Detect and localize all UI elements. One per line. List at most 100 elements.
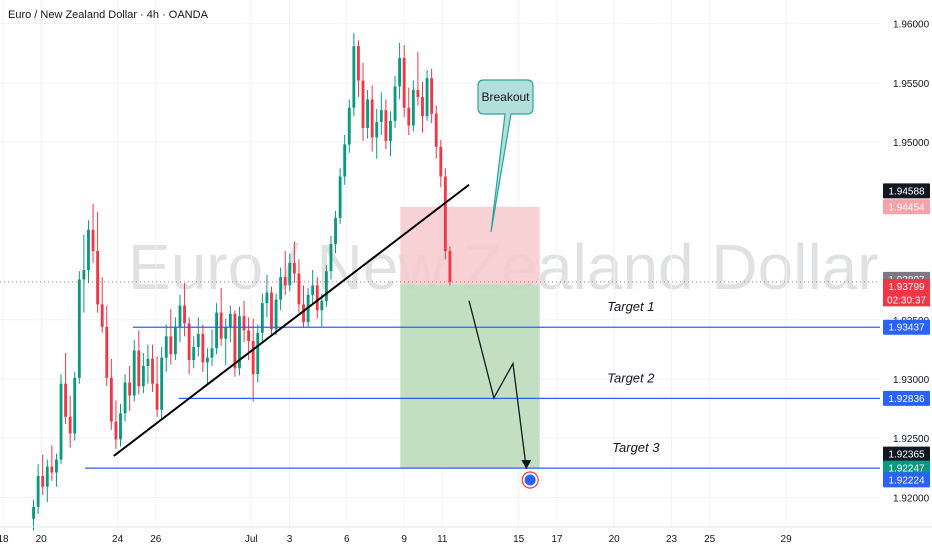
- candle-body[interactable]: [64, 383, 68, 417]
- candle-body[interactable]: [311, 285, 315, 295]
- candle-body[interactable]: [164, 336, 168, 358]
- take-profit-zone[interactable]: [400, 284, 540, 469]
- candle-body[interactable]: [439, 146, 443, 177]
- candle-body[interactable]: [238, 316, 241, 369]
- candle-body[interactable]: [215, 312, 219, 349]
- candle-body[interactable]: [187, 323, 191, 361]
- support-trendline[interactable]: [113, 183, 470, 457]
- candle-body[interactable]: [87, 229, 90, 271]
- candle-body[interactable]: [279, 277, 283, 300]
- candle-body[interactable]: [402, 58, 406, 108]
- candle-body[interactable]: [292, 262, 296, 274]
- candle-body[interactable]: [407, 107, 411, 126]
- candle-body[interactable]: [169, 336, 173, 355]
- candle-body[interactable]: [430, 78, 434, 114]
- candle-body[interactable]: [283, 277, 287, 286]
- candle-body[interactable]: [297, 273, 301, 305]
- stop-loss-zone[interactable]: [400, 206, 540, 285]
- candle-body[interactable]: [41, 476, 45, 487]
- candle-body[interactable]: [411, 90, 415, 126]
- candle-body[interactable]: [421, 97, 424, 117]
- candle-body[interactable]: [201, 333, 205, 363]
- symbol-title: Euro / New Zealand Dollar · 4h · OANDA: [8, 9, 208, 21]
- candle-body[interactable]: [416, 90, 420, 98]
- candle-body[interactable]: [434, 113, 438, 147]
- candle-body[interactable]: [183, 305, 186, 324]
- projection-path[interactable]: [468, 300, 527, 470]
- candle-body[interactable]: [375, 121, 379, 138]
- breakout-callout[interactable]: [477, 79, 534, 233]
- candle-body[interactable]: [338, 176, 342, 218]
- candle-body[interactable]: [233, 313, 237, 369]
- candle-body[interactable]: [109, 377, 113, 422]
- candle-body[interactable]: [315, 285, 319, 311]
- price-badge-label: 1.94454: [888, 202, 925, 213]
- candle-body[interactable]: [389, 120, 392, 141]
- candle-body[interactable]: [45, 466, 49, 487]
- candle-body[interactable]: [59, 383, 63, 460]
- candle-body[interactable]: [251, 341, 255, 375]
- candle-body[interactable]: [329, 243, 333, 272]
- candle-body[interactable]: [82, 270, 86, 280]
- candle-body[interactable]: [141, 365, 145, 387]
- candle-body[interactable]: [137, 350, 141, 387]
- candle-body[interactable]: [288, 262, 292, 286]
- candle-body[interactable]: [160, 357, 164, 410]
- candle-body[interactable]: [50, 466, 54, 473]
- candle-body[interactable]: [352, 46, 356, 108]
- candle-body[interactable]: [228, 313, 232, 327]
- candle-body[interactable]: [324, 271, 328, 301]
- candle-body[interactable]: [366, 99, 369, 128]
- candle-body[interactable]: [384, 110, 388, 141]
- candle-body[interactable]: [256, 332, 260, 375]
- candle-body[interactable]: [425, 78, 429, 117]
- candle-body[interactable]: [123, 382, 127, 414]
- candle-body[interactable]: [302, 304, 305, 323]
- candle-body[interactable]: [247, 330, 251, 342]
- candle-body[interactable]: [448, 251, 452, 282]
- candle-body[interactable]: [192, 346, 196, 361]
- candle-body[interactable]: [370, 99, 374, 138]
- candle-body[interactable]: [73, 377, 77, 434]
- candle-body[interactable]: [91, 229, 95, 252]
- price-badge-label: 1.92365: [888, 450, 925, 461]
- candle-body[interactable]: [68, 416, 72, 434]
- candle-body[interactable]: [260, 303, 264, 333]
- candle-body[interactable]: [265, 292, 269, 304]
- candle-body[interactable]: [219, 312, 223, 339]
- candle-body[interactable]: [196, 333, 200, 347]
- candle-body[interactable]: [361, 80, 365, 128]
- candle-body[interactable]: [119, 413, 122, 440]
- candle-body[interactable]: [96, 251, 100, 305]
- candle-body[interactable]: [334, 217, 337, 244]
- candle-body[interactable]: [77, 279, 81, 378]
- candle-body[interactable]: [100, 304, 104, 327]
- candle-body[interactable]: [151, 358, 154, 384]
- candle-body[interactable]: [146, 358, 150, 366]
- candle-body[interactable]: [132, 350, 136, 396]
- candle-body[interactable]: [155, 383, 159, 410]
- candle-body[interactable]: [224, 326, 228, 339]
- candle-body[interactable]: [114, 421, 118, 440]
- candle-body[interactable]: [210, 348, 214, 358]
- candle-body[interactable]: [347, 107, 351, 145]
- candle-body[interactable]: [178, 305, 182, 327]
- candle-body[interactable]: [32, 506, 35, 519]
- candle-body[interactable]: [128, 382, 132, 396]
- candle-body[interactable]: [55, 459, 58, 473]
- candle-body[interactable]: [398, 58, 402, 87]
- candle-body[interactable]: [270, 292, 273, 330]
- candle-body[interactable]: [105, 326, 109, 378]
- candle-body[interactable]: [343, 144, 347, 177]
- candle-body[interactable]: [173, 326, 177, 355]
- candle-body[interactable]: [206, 357, 209, 363]
- candle-body[interactable]: [357, 46, 360, 81]
- candle-body[interactable]: [320, 300, 324, 311]
- candle-body[interactable]: [443, 176, 447, 252]
- candle-body[interactable]: [393, 86, 397, 121]
- candle-body[interactable]: [274, 299, 278, 330]
- candle-body[interactable]: [36, 476, 40, 507]
- candle-body[interactable]: [379, 110, 383, 122]
- candle-body[interactable]: [242, 316, 246, 331]
